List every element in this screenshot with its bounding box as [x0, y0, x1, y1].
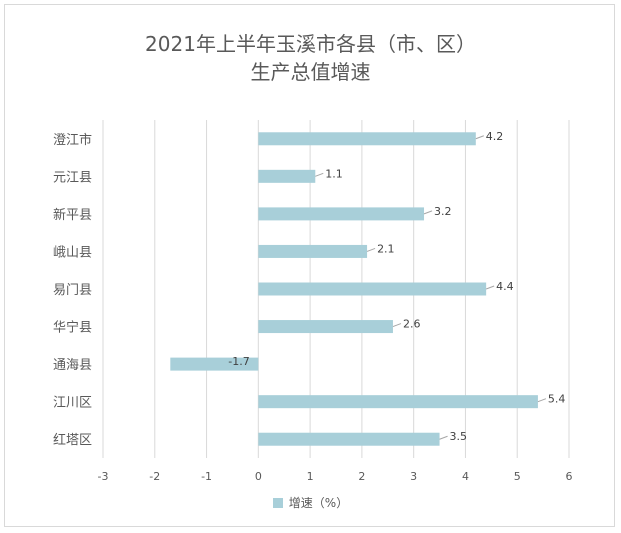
bar — [258, 395, 538, 409]
y-category-label: 华宁县 — [53, 320, 92, 336]
y-category-label: 峨山县 — [53, 245, 92, 260]
data-label-leader — [475, 135, 484, 140]
y-category-label: 新平县 — [53, 207, 92, 223]
y-category-label: 通海县 — [53, 358, 92, 373]
bar — [258, 432, 440, 446]
chart-title: 2021年上半年玉溪市各县（市、区） 生产总值增速 — [0, 30, 621, 86]
data-label-leader — [392, 323, 402, 328]
y-category-label: 澄江市 — [53, 132, 92, 148]
y-category-label: 江川区 — [53, 396, 92, 411]
x-tick-label: 3 — [410, 470, 417, 483]
legend-label: 增速（%） — [288, 496, 349, 510]
bar — [258, 169, 316, 183]
x-tick-label: 1 — [307, 470, 314, 483]
data-label-leader — [439, 435, 448, 440]
data-label-leader — [537, 398, 547, 403]
legend: 增速（%） — [0, 494, 621, 511]
legend-swatch — [272, 498, 283, 508]
data-label: -1.7 — [228, 355, 249, 368]
chart-title-line1: 2021年上半年玉溪市各县（市、区） — [145, 32, 476, 56]
bar — [258, 282, 487, 296]
bar — [258, 207, 425, 221]
data-label: 2.1 — [377, 242, 395, 255]
y-category-label: 红塔区 — [53, 432, 92, 448]
x-tick-label: 6 — [566, 470, 573, 483]
x-tick-label: -3 — [98, 470, 109, 483]
data-label-leader — [485, 285, 495, 290]
data-label: 1.1 — [325, 167, 343, 180]
data-label-leader — [315, 172, 324, 177]
x-tick-label: 4 — [462, 470, 469, 483]
data-label: 5.4 — [548, 393, 566, 406]
data-label: 4.4 — [496, 280, 513, 293]
chart-title-line2: 生产总值增速 — [250, 60, 371, 84]
x-tick-label: -2 — [149, 470, 160, 483]
data-label: 3.5 — [450, 430, 468, 443]
y-category-label: 元江县 — [53, 170, 92, 185]
data-label: 2.6 — [403, 318, 421, 331]
x-tick-label: -1 — [201, 470, 212, 483]
bar — [170, 357, 259, 371]
data-label-leader — [366, 247, 376, 252]
data-label-leader — [423, 210, 433, 215]
data-label: 3.2 — [434, 205, 452, 218]
x-tick-label: 0 — [255, 470, 262, 483]
y-category-label: 易门县 — [53, 283, 92, 298]
bar — [258, 244, 368, 258]
bar — [258, 132, 476, 146]
x-tick-label: 5 — [514, 470, 521, 483]
bar — [258, 320, 393, 334]
x-tick-label: 2 — [358, 470, 365, 483]
data-label: 4.2 — [486, 130, 504, 143]
